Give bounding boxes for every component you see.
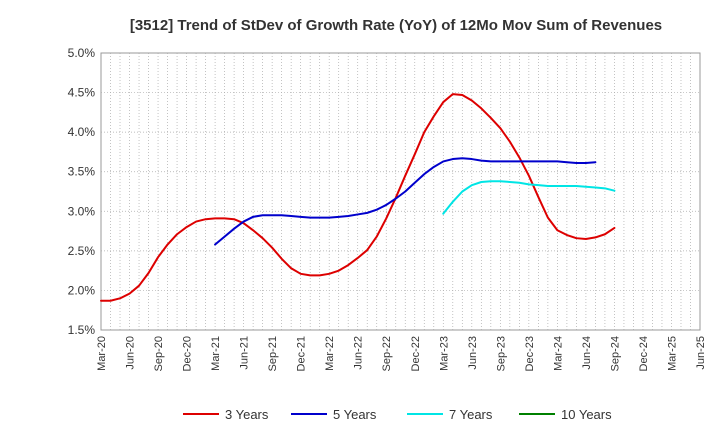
x-tick-label: Jun-21 <box>239 336 251 370</box>
legend: 3 Years 5 Years 7 Years 10 Years <box>183 407 612 422</box>
y-tick-label: 3.0% <box>68 204 96 218</box>
x-tick-label: Sep-24 <box>609 336 621 371</box>
x-tick-label: Dec-24 <box>638 336 650 371</box>
x-tick-label: Jun-23 <box>467 336 479 370</box>
y-tick-label: 3.5% <box>68 165 96 179</box>
x-axis-ticks: Mar-20 Jun-20 Sep-20 Dec-20 Mar-21 Jun-21 Sep-… <box>96 336 707 371</box>
legend-label-7-years: 7 Years <box>449 407 493 422</box>
x-tick-label: Dec-20 <box>182 336 194 371</box>
x-tick-label: Sep-22 <box>381 336 393 371</box>
series-layer <box>100 93 616 302</box>
x-tick-label: Sep-23 <box>495 336 507 371</box>
y-tick-label: 4.5% <box>68 86 96 100</box>
y-tick-label: 5.0% <box>68 46 96 60</box>
x-tick-label: Dec-21 <box>296 336 308 371</box>
y-tick-label: 1.5% <box>68 323 96 337</box>
legend-label-5-years: 5 Years <box>333 407 377 422</box>
series-line-3-years <box>100 93 616 302</box>
x-tick-label: Jun-20 <box>125 336 137 370</box>
x-tick-label: Sep-21 <box>267 336 279 371</box>
plot-border <box>100 52 701 331</box>
y-tick-label: 2.0% <box>68 283 96 297</box>
x-tick-label: Jun-24 <box>581 336 593 370</box>
x-tick-label: Jun-25 <box>695 336 707 370</box>
x-tick-label: Jun-22 <box>353 336 365 370</box>
chart-title: [3512] Trend of StDev of Growth Rate (Yo… <box>130 17 662 34</box>
plot-area <box>100 52 701 331</box>
y-tick-label: 2.5% <box>68 244 96 258</box>
legend-label-10-years: 10 Years <box>561 407 612 422</box>
x-tick-label: Sep-20 <box>153 336 165 371</box>
x-tick-label: Dec-23 <box>524 336 536 371</box>
y-axis-ticks: 1.5% 2.0% 2.5% 3.0% 3.5% 4.0% 4.5% 5.0% <box>68 46 96 337</box>
series-line-7-years <box>442 180 616 215</box>
x-tick-label: Mar-20 <box>96 336 108 371</box>
x-tick-label: Mar-22 <box>324 336 336 371</box>
series-line-5-years <box>214 157 597 246</box>
x-tick-label: Mar-23 <box>438 336 450 371</box>
legend-label-3-years: 3 Years <box>225 407 269 422</box>
y-tick-label: 4.0% <box>68 125 96 139</box>
x-tick-label: Mar-25 <box>666 336 678 371</box>
x-tick-label: Mar-24 <box>552 336 564 371</box>
x-tick-label: Dec-22 <box>410 336 422 371</box>
x-tick-label: Mar-21 <box>210 336 222 371</box>
